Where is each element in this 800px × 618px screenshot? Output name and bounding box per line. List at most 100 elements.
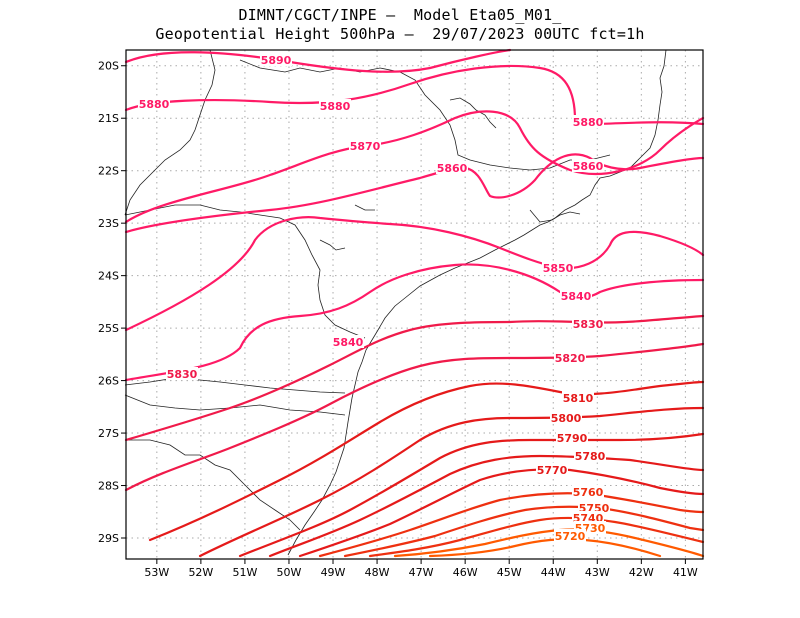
y-tick-label: 21S — [98, 112, 119, 125]
y-tick-label: 22S — [98, 165, 119, 178]
map-title-line-1: DIMNT/CGCT/INPE – Model Eta05_M01_ — [238, 6, 562, 24]
contour-5750 — [343, 505, 705, 558]
coastline — [287, 49, 667, 556]
contour-label-5790: 5790 — [557, 432, 588, 445]
contour-5830 — [124, 314, 705, 442]
y-tick-label: 27S — [98, 427, 119, 440]
contour-label-bg — [554, 529, 586, 542]
state-border-mg — [239, 59, 611, 171]
contour-label-bg — [560, 289, 592, 302]
contour-label-5830: 5830 — [573, 318, 604, 331]
contour-label-5880: 5880 — [139, 98, 170, 111]
y-tick-label: 23S — [98, 217, 119, 230]
contour-label-bg — [572, 511, 604, 524]
x-tick-label: 41W — [673, 566, 698, 579]
contour-label-bg — [349, 139, 381, 152]
contour-label-5860: 5860 — [573, 160, 604, 173]
contour-label-5850: 5850 — [543, 262, 574, 275]
contour-label-bg — [332, 335, 364, 348]
contour-5770 — [298, 468, 705, 558]
contour-label-bg — [572, 159, 604, 172]
state-border-rs — [125, 439, 301, 531]
contour-label-5800: 5800 — [551, 412, 582, 425]
contour-5880 — [124, 64, 705, 126]
x-tick-label: 50W — [277, 566, 302, 579]
contour-label-5880: 5880 — [573, 116, 604, 129]
contour-label-5820: 5820 — [555, 352, 586, 365]
x-tick-label: 52W — [188, 566, 213, 579]
contour-label-5760: 5760 — [573, 486, 604, 499]
contour-5890 — [124, 48, 512, 73]
state-border-sc — [124, 377, 346, 394]
contour-5790 — [238, 432, 705, 558]
x-tick-label: 46W — [453, 566, 478, 579]
contour-5860 — [124, 153, 705, 234]
x-tick-label: 42W — [629, 566, 654, 579]
contour-label-bg — [554, 351, 586, 364]
x-tick-label: 47W — [409, 566, 434, 579]
contour-label-bg — [574, 449, 606, 462]
contour-label-bg — [572, 115, 604, 128]
contour-label-5860: 5860 — [437, 162, 468, 175]
contour-label-bg — [260, 53, 292, 66]
coastline-and-borders — [124, 49, 667, 556]
y-tick-label: 26S — [98, 375, 119, 388]
contour-label-bg — [550, 411, 582, 424]
contour-label-5830: 5830 — [167, 368, 198, 381]
contour-label-bg — [542, 261, 574, 274]
reservoir-3 — [354, 204, 375, 211]
contour-5850 — [124, 216, 705, 332]
contour-label-5810: 5810 — [563, 392, 594, 405]
contour-label-5780: 5780 — [575, 450, 606, 463]
contour-label-bg — [572, 317, 604, 330]
x-tick-label: 51W — [232, 566, 257, 579]
contour-5740 — [368, 516, 705, 558]
contour-label-bg — [166, 367, 198, 380]
x-tick-label: 43W — [585, 566, 610, 579]
contour-label-5880: 5880 — [320, 100, 351, 113]
contour-label-bg — [572, 485, 604, 498]
contour-5780 — [268, 454, 705, 558]
x-tick-label: 48W — [365, 566, 390, 579]
x-tick-label: 44W — [541, 566, 566, 579]
contour-label-5840: 5840 — [333, 336, 364, 349]
contour-lines — [124, 48, 705, 558]
x-tick-label: 49W — [321, 566, 346, 579]
y-tick-label: 29S — [98, 532, 119, 545]
rio-bay — [529, 209, 581, 223]
lat-lon-grid — [126, 50, 703, 559]
contour-5840 — [124, 263, 705, 382]
contour-5760 — [318, 492, 705, 558]
y-tick-label: 25S — [98, 322, 119, 335]
state-border-parana — [124, 204, 366, 339]
contour-label-bg — [562, 391, 594, 404]
y-tick-label: 28S — [98, 480, 119, 493]
contour-label-bg — [578, 501, 610, 514]
contour-label-5770: 5770 — [537, 464, 568, 477]
y-tick-label: 20S — [98, 60, 119, 73]
state-border-north — [124, 49, 216, 216]
map-frame — [125, 49, 704, 560]
y-tick-label: 24S — [98, 270, 119, 283]
contour-label-bg — [556, 431, 588, 444]
contour-label-bg — [436, 161, 468, 174]
contour-label-bg — [319, 99, 351, 112]
contour-5800 — [198, 406, 705, 558]
contour-label-5890: 5890 — [261, 54, 292, 67]
contour-label-bg — [536, 463, 568, 476]
x-tick-label: 53W — [144, 566, 169, 579]
contour-5720 — [428, 538, 662, 558]
reservoir-2 — [319, 239, 346, 251]
contour-label-5840: 5840 — [561, 290, 592, 303]
x-tick-label: 45W — [497, 566, 522, 579]
contour-label-5870: 5870 — [350, 140, 381, 153]
map-title-line-2: Geopotential Height 500hPa – 29/07/2023 … — [155, 25, 645, 43]
contour-5820 — [124, 342, 705, 492]
contour-label-bg — [138, 97, 170, 110]
axis-ticks: 53W 52W 51W 50W 49W 48W 47W 46W 45W 44W 43W 42W 41W 2… — [98, 60, 698, 579]
contour-label-5720: 5720 — [555, 530, 586, 543]
reservoir-1 — [449, 97, 497, 129]
contour-5810 — [148, 380, 705, 542]
contour-labels: 5890 5880 5880 5880 5870 5860 5860 5850 5840 5840… — [138, 53, 610, 543]
